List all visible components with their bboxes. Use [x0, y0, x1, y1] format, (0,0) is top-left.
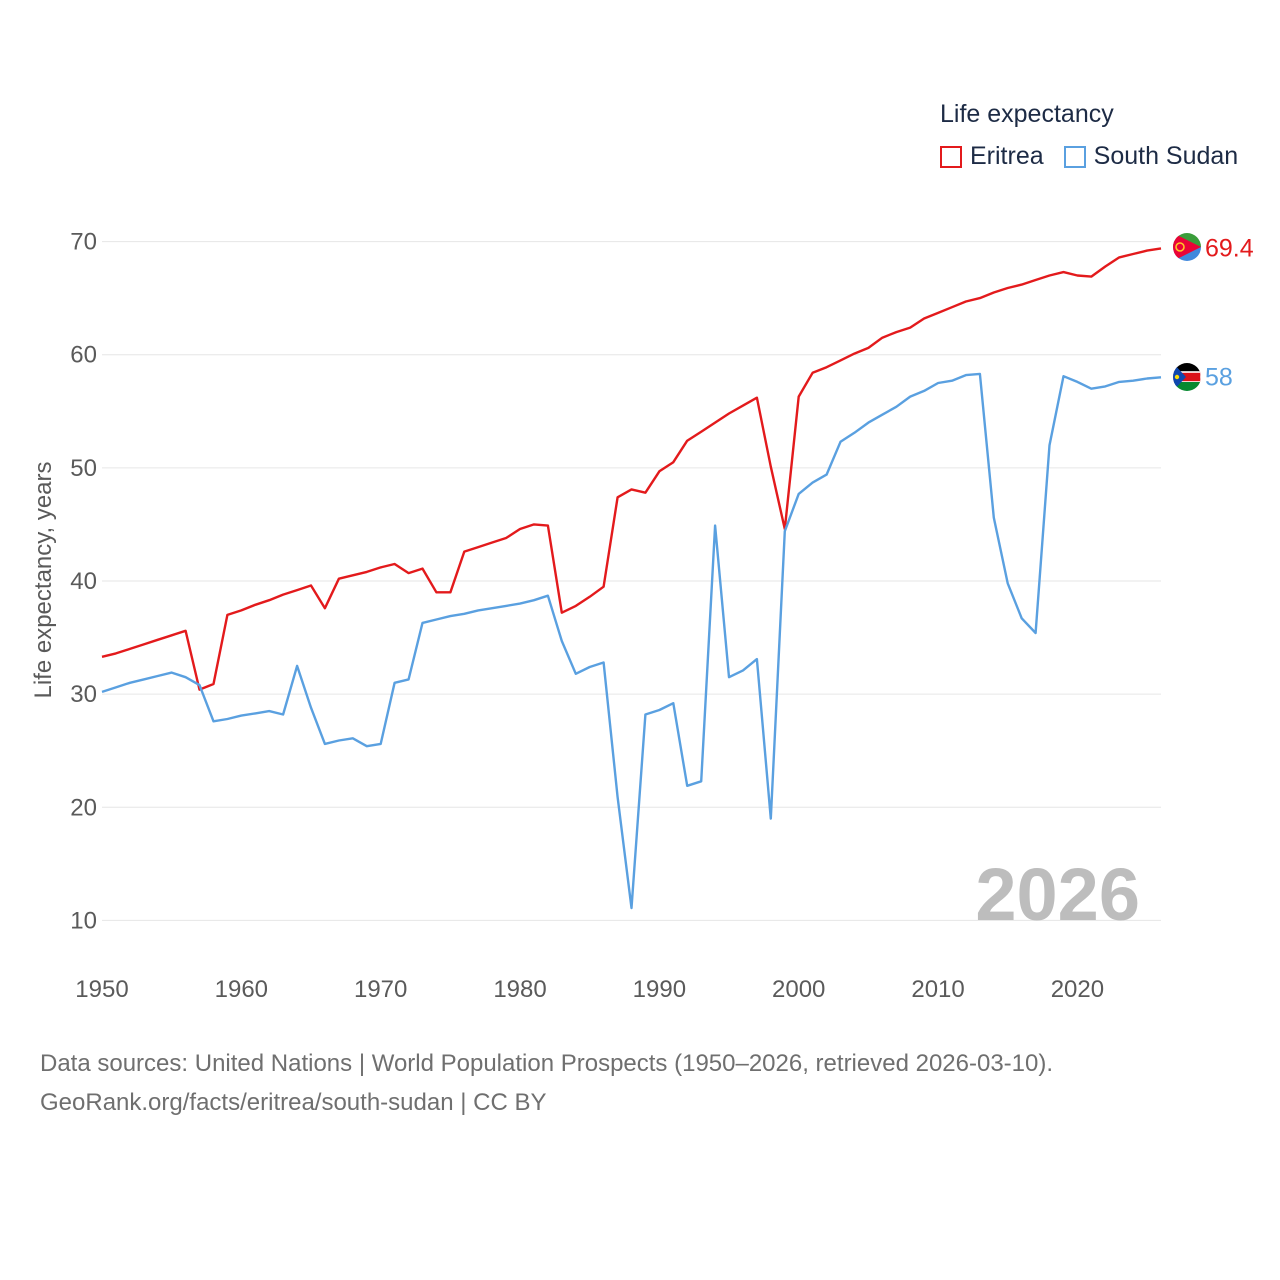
source-line-1: Data sources: United Nations | World Pop…	[40, 1050, 1054, 1077]
year-watermark: 2026	[975, 853, 1140, 936]
legend-label-eritrea: Eritrea	[970, 142, 1044, 170]
x-tick-1980: 1980	[493, 976, 546, 1003]
end-label-south-sudan: 58	[1205, 363, 1233, 391]
y-tick-20: 20	[70, 794, 97, 821]
x-tick-labels: 1950 1960 1970 1980 1990 2000 2010 2020	[75, 976, 1104, 1003]
south-sudan-flag-icon	[1173, 363, 1201, 391]
legend-swatch-eritrea	[940, 145, 962, 168]
eritrea-flag-icon	[1173, 233, 1201, 261]
end-label-eritrea: 69.4	[1205, 234, 1254, 262]
source-note: Data sources: United Nations | World Pop…	[40, 1044, 1053, 1122]
source-line-2[interactable]: GeoRank.org/facts/eritrea/south-sudan | …	[40, 1089, 547, 1116]
legend-swatch-south-sudan	[1063, 145, 1086, 168]
x-tick-2000: 2000	[772, 976, 825, 1003]
legend: Eritrea South Sudan	[940, 142, 1258, 171]
series-line-south-sudan[interactable]	[101, 372, 1162, 910]
y-tick-60: 60	[70, 342, 97, 369]
series-lines	[101, 247, 1162, 910]
y-tick-40: 40	[70, 568, 97, 595]
end-value-labels: 69.4 58	[1205, 234, 1254, 391]
y-tick-70: 70	[70, 229, 97, 256]
x-tick-2010: 2010	[911, 976, 964, 1003]
legend-label-south-sudan: South Sudan	[1093, 142, 1239, 170]
y-tick-30: 30	[70, 681, 97, 708]
y-tick-10: 10	[70, 907, 97, 934]
y-tick-50: 50	[70, 455, 97, 482]
x-tick-1970: 1970	[354, 976, 407, 1003]
y-tick-labels: 10 20 30 40 50 60 70	[70, 229, 97, 935]
series-line-eritrea[interactable]	[101, 247, 1162, 691]
x-tick-1990: 1990	[633, 976, 686, 1003]
gridlines	[102, 241, 1161, 921]
y-axis-title: Life expectancy, years	[30, 461, 57, 698]
x-tick-2020: 2020	[1051, 976, 1104, 1003]
legend-title: Life expectancy	[940, 100, 1114, 128]
x-tick-1950: 1950	[75, 976, 128, 1003]
legend-item-eritrea[interactable]: Eritrea	[940, 142, 1044, 171]
legend-item-south-sudan[interactable]: South Sudan	[1063, 142, 1239, 171]
x-tick-1960: 1960	[215, 976, 268, 1003]
